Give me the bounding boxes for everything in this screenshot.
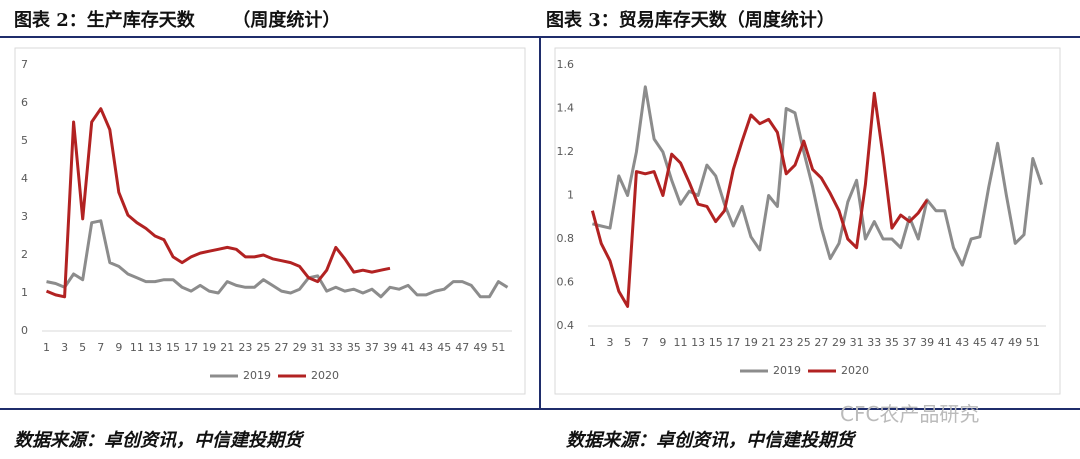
legend-label: 2019 [243,369,271,382]
legend-label: 2019 [773,364,801,377]
x-tick-label: 11 [130,341,144,354]
source: 数据来源：卓创资讯，中信建投期货 [14,430,302,451]
chart-title: 图表 2：生产库存天数 （周度统计） [14,10,341,31]
source: 数据来源：卓创资讯，中信建投期货 [566,430,854,451]
x-tick-label: 17 [184,341,198,354]
x-tick-label: 39 [920,336,934,349]
y-tick-label: 7 [21,58,28,71]
x-tick-label: 29 [832,336,846,349]
y-tick-label: 6 [21,96,28,109]
x-tick-label: 47 [455,341,469,354]
y-tick-label: 2 [21,248,28,261]
x-tick-label: 31 [311,341,325,354]
x-tick-label: 49 [1008,336,1022,349]
watermark: CFC农产品研究 [840,402,980,426]
series-line [46,219,509,299]
x-tick-label: 9 [659,336,666,349]
x-tick-label: 13 [691,336,705,349]
x-tick-label: 21 [220,341,234,354]
y-tick-label: 3 [21,210,28,223]
y-tick-label: 0.4 [557,319,575,332]
x-tick-label: 7 [642,336,649,349]
series-line [45,107,391,299]
x-tick-label: 3 [61,341,68,354]
x-tick-label: 1 [43,341,50,354]
x-tick-label: 51 [491,341,505,354]
y-tick-label: 0 [21,324,28,337]
x-tick-label: 27 [275,341,289,354]
divider [539,37,541,409]
x-tick-label: 19 [744,336,758,349]
x-tick-label: 13 [148,341,162,354]
x-tick-label: 9 [115,341,122,354]
x-tick-label: 7 [97,341,104,354]
y-tick-label: 1.6 [557,58,575,71]
x-tick-label: 17 [726,336,740,349]
x-tick-label: 33 [329,341,343,354]
chart-frame [14,47,526,395]
chart-frame [554,47,1061,395]
x-tick-label: 23 [238,341,252,354]
x-tick-label: 35 [885,336,899,349]
x-tick-label: 45 [973,336,987,349]
x-tick-label: 25 [797,336,811,349]
x-tick-label: 37 [902,336,916,349]
x-tick-label: 25 [256,341,270,354]
x-tick-label: 35 [347,341,361,354]
x-tick-label: 31 [850,336,864,349]
x-tick-label: 23 [779,336,793,349]
x-tick-label: 21 [762,336,776,349]
x-tick-label: 27 [814,336,828,349]
x-tick-label: 51 [1026,336,1040,349]
legend-label: 2020 [311,369,339,382]
x-tick-label: 15 [709,336,723,349]
y-tick-label: 1 [567,189,574,202]
x-tick-label: 41 [938,336,952,349]
x-tick-label: 5 [624,336,631,349]
x-tick-label: 33 [867,336,881,349]
x-tick-label: 41 [401,341,415,354]
x-tick-label: 19 [202,341,216,354]
x-tick-label: 1 [589,336,596,349]
divider [0,408,1080,410]
series-line [592,85,1044,267]
x-tick-label: 11 [673,336,687,349]
x-tick-label: 29 [293,341,307,354]
y-tick-label: 1.4 [557,102,575,115]
y-tick-label: 0.8 [557,232,575,245]
x-tick-label: 49 [473,341,487,354]
y-tick-label: 1.2 [557,145,575,158]
y-tick-label: 0.6 [557,276,575,289]
series-line [590,91,929,308]
x-tick-label: 15 [166,341,180,354]
x-tick-label: 5 [79,341,86,354]
x-tick-label: 3 [607,336,614,349]
y-tick-label: 4 [21,172,28,185]
y-tick-label: 5 [21,134,28,147]
chart-title: 图表 3：贸易库存天数（周度统计） [546,10,835,31]
x-tick-label: 43 [419,341,433,354]
x-tick-label: 37 [365,341,379,354]
x-tick-label: 43 [955,336,969,349]
x-tick-label: 39 [383,341,397,354]
y-tick-label: 1 [21,286,28,299]
x-tick-label: 47 [991,336,1005,349]
x-tick-label: 45 [437,341,451,354]
legend-label: 2020 [841,364,869,377]
